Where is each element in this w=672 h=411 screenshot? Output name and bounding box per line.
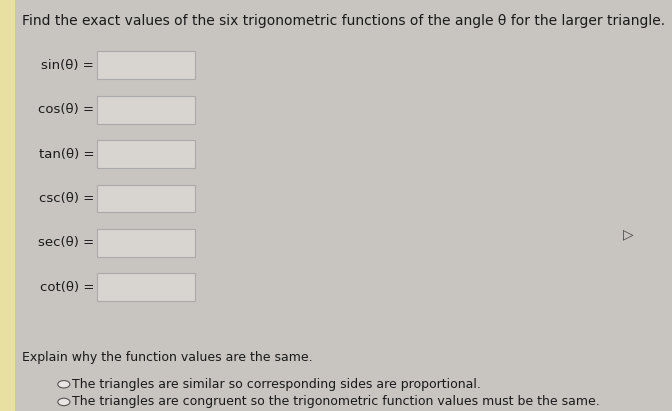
Text: ▷: ▷ — [623, 227, 634, 241]
Text: The triangles are similar so corresponding sides are proportional.: The triangles are similar so correspondi… — [72, 378, 480, 391]
Text: Find the exact values of the six trigonometric functions of the angle θ for the : Find the exact values of the six trigono… — [22, 14, 665, 28]
Text: tan(θ) =: tan(θ) = — [38, 148, 94, 161]
Text: The triangles are congruent so the trigonometric function values must be the sam: The triangles are congruent so the trigo… — [72, 395, 599, 409]
FancyBboxPatch shape — [97, 185, 195, 212]
FancyBboxPatch shape — [97, 140, 195, 168]
Bar — [0, 0, 15, 411]
Text: sin(θ) =: sin(θ) = — [42, 59, 94, 72]
FancyBboxPatch shape — [97, 51, 195, 79]
Text: Explain why the function values are the same.: Explain why the function values are the … — [22, 351, 312, 364]
Circle shape — [58, 381, 70, 388]
Text: cos(θ) =: cos(θ) = — [38, 103, 94, 116]
Text: sec(θ) =: sec(θ) = — [38, 236, 94, 249]
Circle shape — [58, 398, 70, 406]
FancyBboxPatch shape — [97, 96, 195, 124]
FancyBboxPatch shape — [97, 273, 195, 301]
FancyBboxPatch shape — [97, 229, 195, 257]
Text: cot(θ) =: cot(θ) = — [40, 281, 94, 294]
Text: csc(θ) =: csc(θ) = — [39, 192, 94, 205]
